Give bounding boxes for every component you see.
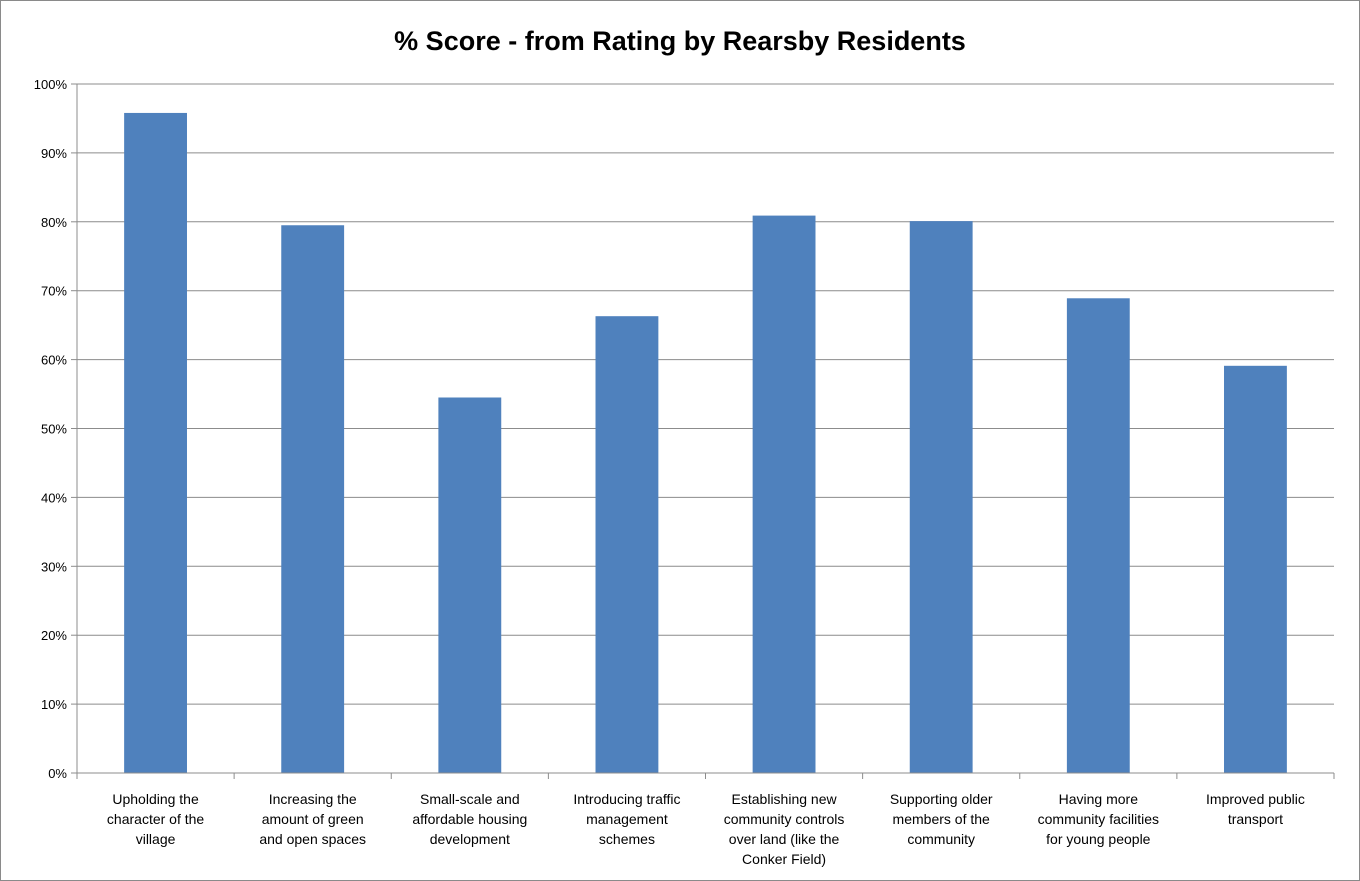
bars [124,112,1287,774]
bar [281,225,345,773]
y-tick-label: 20% [41,628,67,643]
x-category-label: Upholding the character of the village [107,791,204,847]
gridlines [77,83,1334,705]
x-category-label: Establishing new community controls over l… [724,791,845,867]
bar [438,397,502,773]
x-category-label: Supporting older members of the community [890,791,993,847]
x-category-label: Increasing the amount of green and open sp… [259,791,366,847]
y-tick-label: 80% [41,215,67,230]
y-tick-label: 90% [41,146,67,161]
bar [124,112,187,774]
chart-title: % Score - from Rating by Rearsby Residen… [394,26,966,56]
y-tick-label: 30% [41,559,67,574]
bar [909,221,973,774]
labels: 0% 10% 20% 30% 40% 50% 60% 70% 80% 90% 100% Upholdi… [34,77,1305,867]
y-tick-label: 50% [41,422,67,437]
axes [71,83,1335,779]
y-tick-label: 0% [48,766,67,781]
y-tick-label: 40% [41,490,67,505]
y-tick-label: 60% [41,353,67,368]
bar [1066,298,1130,773]
x-category-label: Small-scale and affordable housing develop… [412,791,527,847]
bar [752,215,816,773]
bar [595,316,659,773]
y-tick-label: 100% [34,77,68,92]
x-category-label: Introducing traffic management schemes [573,791,680,847]
y-tick-label: 70% [41,284,67,299]
y-tick-label: 10% [41,697,67,712]
x-category-label: Having more community facilities for young… [1038,791,1159,847]
bar [1224,365,1287,773]
x-category-label: Improved public transport [1206,791,1305,827]
